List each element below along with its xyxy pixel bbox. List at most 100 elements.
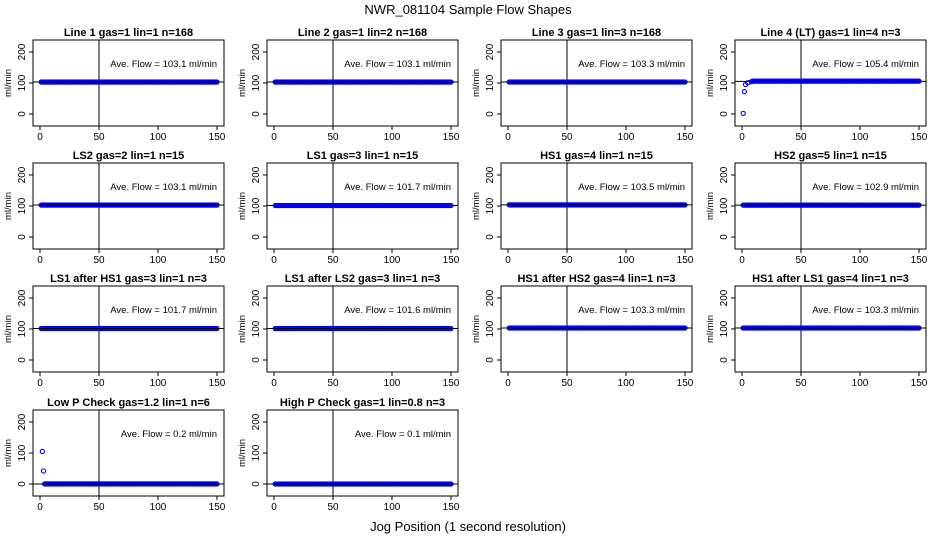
- y-tick-label: 0: [17, 111, 28, 117]
- y-axis-label: ml/min: [3, 315, 14, 343]
- x-tick-label: 50: [327, 502, 339, 513]
- x-tick-label: 150: [677, 132, 694, 143]
- chart-panel: LS1 after HS1 gas=3 lin=1 n=3 0 50 100 150 0 1…: [3, 273, 226, 389]
- y-tick-label: 200: [485, 43, 496, 60]
- panels: Line 1 gas=1 lin=1 n=168 0 50 100 150 0 100 200…: [3, 27, 928, 513]
- x-tick-label: 50: [327, 255, 339, 266]
- x-tick-label: 150: [443, 255, 460, 266]
- x-tick-label: 50: [327, 378, 339, 389]
- y-tick-label: 0: [485, 234, 496, 240]
- y-tick-label: 100: [485, 197, 496, 214]
- y-axis-label: ml/min: [3, 69, 14, 97]
- panel-title: HS1 gas=4 lin=1 n=15: [540, 150, 653, 162]
- x-tick-label: 150: [209, 255, 226, 266]
- x-tick-label: 100: [852, 132, 869, 143]
- x-tick-label: 50: [795, 378, 807, 389]
- data-point: [39, 448, 46, 455]
- average-flow-annotation: Ave. Flow = 103.1 ml/min: [110, 182, 217, 193]
- y-tick-label: 200: [485, 289, 496, 306]
- x-tick-label: 0: [505, 378, 511, 389]
- panel-title: Low P Check gas=1.2 lin=1 n=6: [47, 397, 210, 409]
- y-tick-label: 200: [719, 289, 730, 306]
- y-tick-label: 0: [251, 234, 262, 240]
- x-tick-label: 50: [93, 255, 105, 266]
- y-axis-label: ml/min: [705, 192, 716, 220]
- panel-title: HS2 gas=5 lin=1 n=15: [774, 150, 887, 162]
- chart-panel: High P Check gas=1 lin=0.8 n=3 0 50 100 150 0…: [237, 397, 460, 513]
- x-tick-label: 150: [677, 378, 694, 389]
- y-axis-label: ml/min: [3, 192, 14, 220]
- x-tick-label: 100: [384, 255, 401, 266]
- y-tick-label: 0: [17, 481, 28, 487]
- y-tick-label: 0: [251, 357, 262, 363]
- y-axis-label: ml/min: [471, 192, 482, 220]
- y-tick-label: 100: [719, 320, 730, 337]
- x-tick-label: 0: [271, 132, 277, 143]
- y-tick-label: 0: [485, 357, 496, 363]
- average-flow-annotation: Ave. Flow = 105.4 ml/min: [812, 59, 919, 70]
- y-tick-label: 100: [17, 74, 28, 91]
- y-tick-label: 0: [251, 481, 262, 487]
- average-flow-annotation: Ave. Flow = 103.3 ml/min: [578, 59, 685, 70]
- x-tick-label: 100: [618, 132, 635, 143]
- x-tick-label: 50: [327, 132, 339, 143]
- x-tick-label: 100: [852, 378, 869, 389]
- chart-panel: Line 2 gas=1 lin=2 n=168 0 50 100 150 0 100 200…: [237, 27, 460, 143]
- y-tick-label: 100: [251, 320, 262, 337]
- average-flow-annotation: Ave. Flow = 103.3 ml/min: [812, 305, 919, 316]
- y-tick-label: 200: [719, 166, 730, 183]
- chart-panel: HS2 gas=5 lin=1 n=15 0 50 100 150 0 100 200ml/m…: [705, 150, 928, 266]
- x-tick-label: 50: [561, 378, 573, 389]
- x-tick-label: 50: [561, 255, 573, 266]
- panel-title: Line 3 gas=1 lin=3 n=168: [532, 27, 661, 39]
- x-tick-label: 100: [618, 378, 635, 389]
- x-tick-label: 0: [739, 378, 745, 389]
- x-tick-label: 150: [443, 378, 460, 389]
- y-tick-label: 0: [17, 234, 28, 240]
- average-flow-annotation: Ave. Flow = 102.9 ml/min: [812, 182, 919, 193]
- x-tick-label: 0: [37, 502, 43, 513]
- x-tick-label: 0: [271, 378, 277, 389]
- chart-panel: LS2 gas=2 lin=1 n=15 0 50 100 150 0 100 200ml/m…: [3, 150, 226, 266]
- chart-panel: HS1 after LS1 gas=4 lin=1 n=3 0 50 100 150 0 1…: [705, 273, 928, 389]
- y-tick-label: 200: [251, 43, 262, 60]
- x-tick-label: 50: [795, 132, 807, 143]
- x-tick-label: 150: [911, 378, 928, 389]
- y-axis-label: ml/min: [471, 315, 482, 343]
- y-tick-label: 100: [17, 444, 28, 461]
- x-tick-label: 0: [505, 132, 511, 143]
- average-flow-annotation: Ave. Flow = 0.1 ml/min: [355, 429, 451, 440]
- y-axis-label: ml/min: [237, 69, 248, 97]
- panel-title: LS1 after HS1 gas=3 lin=1 n=3: [50, 273, 207, 285]
- chart-panel: Line 1 gas=1 lin=1 n=168 0 50 100 150 0 100 200…: [3, 27, 226, 143]
- y-tick-label: 200: [17, 289, 28, 306]
- y-tick-label: 0: [719, 234, 730, 240]
- chart-panel: Low P Check gas=1.2 lin=1 n=6 0 50 100 150 0 1…: [3, 397, 226, 513]
- x-tick-label: 100: [150, 255, 167, 266]
- x-tick-label: 100: [384, 378, 401, 389]
- panel-title: High P Check gas=1 lin=0.8 n=3: [280, 397, 445, 409]
- data-point: [40, 468, 47, 474]
- x-tick-label: 150: [911, 255, 928, 266]
- y-tick-label: 100: [17, 320, 28, 337]
- x-tick-label: 50: [795, 255, 807, 266]
- y-tick-label: 200: [17, 166, 28, 183]
- y-tick-label: 100: [719, 197, 730, 214]
- average-flow-annotation: Ave. Flow = 101.7 ml/min: [110, 305, 217, 316]
- x-tick-label: 100: [150, 132, 167, 143]
- x-tick-label: 100: [150, 378, 167, 389]
- panel-title: HS1 after HS2 gas=4 lin=1 n=3: [517, 273, 675, 285]
- y-tick-label: 0: [17, 357, 28, 363]
- y-tick-label: 0: [719, 357, 730, 363]
- data-point: [740, 110, 746, 117]
- y-tick-label: 100: [719, 74, 730, 91]
- y-tick-label: 200: [251, 289, 262, 306]
- x-tick-label: 150: [209, 502, 226, 513]
- y-axis-label: ml/min: [705, 69, 716, 97]
- x-tick-label: 0: [271, 502, 277, 513]
- x-tick-label: 150: [209, 378, 226, 389]
- x-tick-label: 0: [37, 378, 43, 389]
- y-tick-label: 100: [485, 74, 496, 91]
- x-tick-label: 0: [37, 132, 43, 143]
- y-tick-label: 200: [17, 413, 28, 430]
